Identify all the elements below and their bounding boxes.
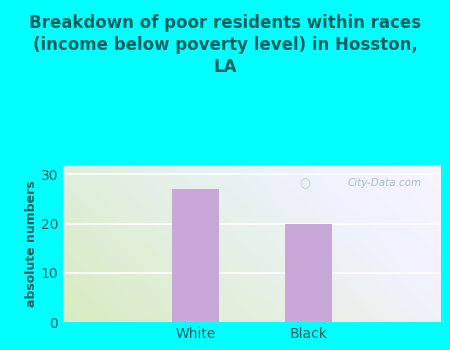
Text: Breakdown of poor residents within races
(income below poverty level) in Hosston: Breakdown of poor residents within races… bbox=[29, 14, 421, 76]
Text: City-Data.com: City-Data.com bbox=[348, 178, 422, 188]
Y-axis label: absolute numbers: absolute numbers bbox=[25, 180, 38, 307]
Text: ○: ○ bbox=[300, 177, 310, 190]
Bar bbox=[285, 224, 332, 322]
Bar bbox=[172, 189, 219, 322]
